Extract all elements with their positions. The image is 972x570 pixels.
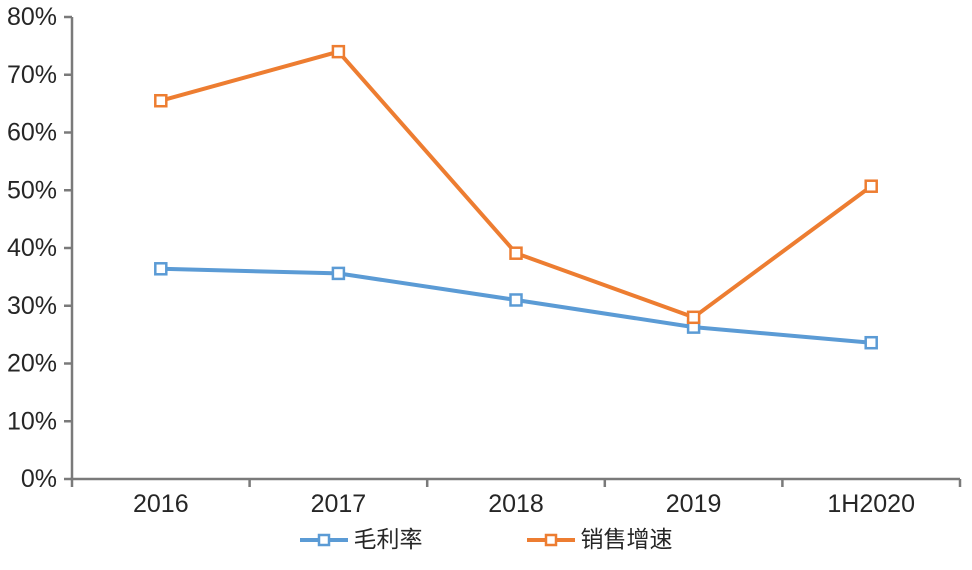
sales-growth-data-point xyxy=(864,179,878,193)
legend-label-sales-growth: 销售增速 xyxy=(580,526,673,552)
sales-growth-data-point xyxy=(509,246,523,260)
sales-growth-data-point xyxy=(686,310,701,325)
y-tick-label: 70% xyxy=(7,61,57,89)
gross-margin-data-point xyxy=(154,262,168,276)
x-tick-label: 2019 xyxy=(666,490,722,518)
gross-margin-legend-marker-icon xyxy=(299,533,348,546)
x-tick-label: 2016 xyxy=(133,490,189,518)
y-tick-label: 20% xyxy=(7,350,57,378)
y-tick-label: 40% xyxy=(7,234,57,262)
legend-item-sales-growth: 销售增速 xyxy=(526,526,673,552)
y-axis: 0% 10% 20% 30% 40% 50% 60% 70% 80% xyxy=(7,3,74,493)
y-tick-label: 0% xyxy=(21,465,57,493)
x-tick-label: 2018 xyxy=(488,490,544,518)
x-axis: 2016 2017 2018 2019 1H2020 xyxy=(70,477,962,518)
legend-item-gross-margin: 毛利率 xyxy=(299,526,423,552)
gross-margin-data-point xyxy=(331,266,346,281)
gross-margin-data-point xyxy=(864,335,878,350)
sales-growth-data-point xyxy=(154,93,168,108)
sales-growth-data-point xyxy=(331,44,346,59)
y-tick-label: 80% xyxy=(7,3,57,31)
x-tick-label: 1H2020 xyxy=(827,490,915,518)
sales-growth-series xyxy=(154,44,878,325)
sales-growth-legend-marker-icon xyxy=(526,533,575,546)
sales-growth-line xyxy=(160,49,873,320)
legend: 毛利率 销售增速 xyxy=(0,528,972,551)
x-tick-label: 2017 xyxy=(311,490,367,518)
y-tick-label: 60% xyxy=(7,119,57,147)
y-tick-label: 50% xyxy=(7,176,57,204)
y-tick-label: 30% xyxy=(7,292,57,320)
gross-margin-series xyxy=(154,262,878,350)
plot-area: 0%10%20%30%40%50%60%70%80%2016 2017 2018 20… xyxy=(7,3,962,518)
gross-margin-data-point xyxy=(509,293,523,307)
legend-label-gross-margin: 毛利率 xyxy=(353,526,423,552)
y-tick-label: 10% xyxy=(7,407,57,435)
